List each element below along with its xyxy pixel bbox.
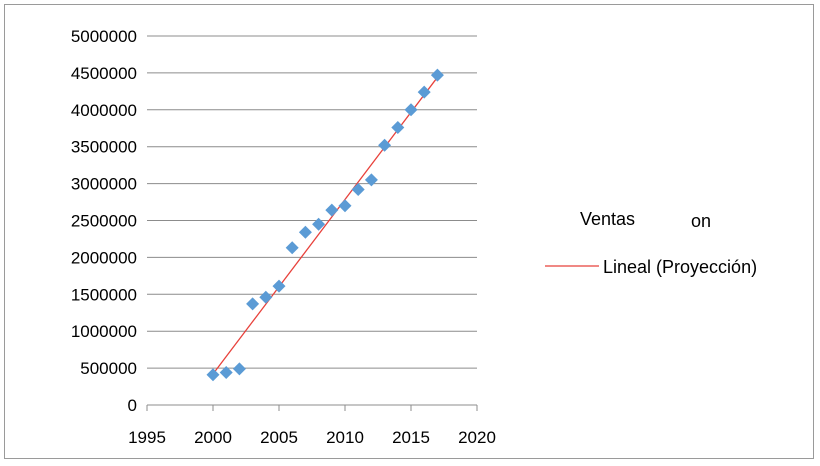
data-point: [325, 203, 339, 217]
y-tick-label: 1000000: [71, 322, 137, 341]
data-point: [312, 217, 326, 231]
x-tick-label: 2005: [260, 428, 298, 447]
y-tick-label: 0: [128, 396, 137, 415]
data-point: [417, 85, 431, 99]
legend-label-trend: Lineal (Proyección): [603, 257, 757, 277]
data-point: [206, 368, 220, 382]
gridlines: [147, 35, 477, 369]
data-point: [364, 173, 378, 187]
trendline: [212, 76, 438, 375]
data-point: [272, 279, 286, 293]
data-point: [430, 68, 444, 82]
legend: Ventas on Lineal (Proyección): [545, 209, 757, 277]
x-tick-label: 2000: [194, 428, 232, 447]
y-tick-label: 1500000: [71, 285, 137, 304]
y-tick-label: 5000000: [71, 27, 137, 46]
data-point: [232, 362, 246, 376]
chart-frame: 0 500000 1000000 1500000 2000000 2500000 30000…: [4, 4, 814, 459]
data-point: [338, 199, 352, 213]
data-point: [246, 297, 260, 311]
legend-label-ventas: Ventas: [580, 209, 635, 229]
data-point: [391, 121, 405, 135]
data-point: [219, 366, 233, 380]
x-tick-label: 1995: [128, 428, 166, 447]
data-point: [351, 183, 365, 197]
data-point: [285, 241, 299, 255]
y-tick-label: 2500000: [71, 212, 137, 231]
y-tick-label: 4500000: [71, 64, 137, 83]
y-tick-label: 3000000: [71, 175, 137, 194]
data-point: [259, 290, 273, 304]
data-point: [404, 103, 418, 117]
x-tick-label: 2020: [458, 428, 496, 447]
y-tick-label: 2000000: [71, 248, 137, 267]
x-tick-label: 2015: [392, 428, 430, 447]
data-point: [298, 225, 312, 239]
data-point: [378, 138, 392, 152]
scatter-chart: 0 500000 1000000 1500000 2000000 2500000 30000…: [71, 27, 757, 447]
legend-label-fragment: on: [691, 211, 711, 231]
axes: [146, 404, 478, 411]
y-tick-label: 3500000: [71, 138, 137, 157]
trendline-path: [212, 76, 438, 375]
y-tick-label: 4000000: [71, 101, 137, 120]
x-tick-label: 2010: [326, 428, 364, 447]
data-points: [206, 68, 444, 382]
y-tick-labels: 0 500000 1000000 1500000 2000000 2500000 30000…: [71, 27, 137, 415]
x-tick-labels: 1995 2000 2005 2010 2015 2020: [128, 428, 496, 447]
y-tick-label: 500000: [80, 359, 137, 378]
